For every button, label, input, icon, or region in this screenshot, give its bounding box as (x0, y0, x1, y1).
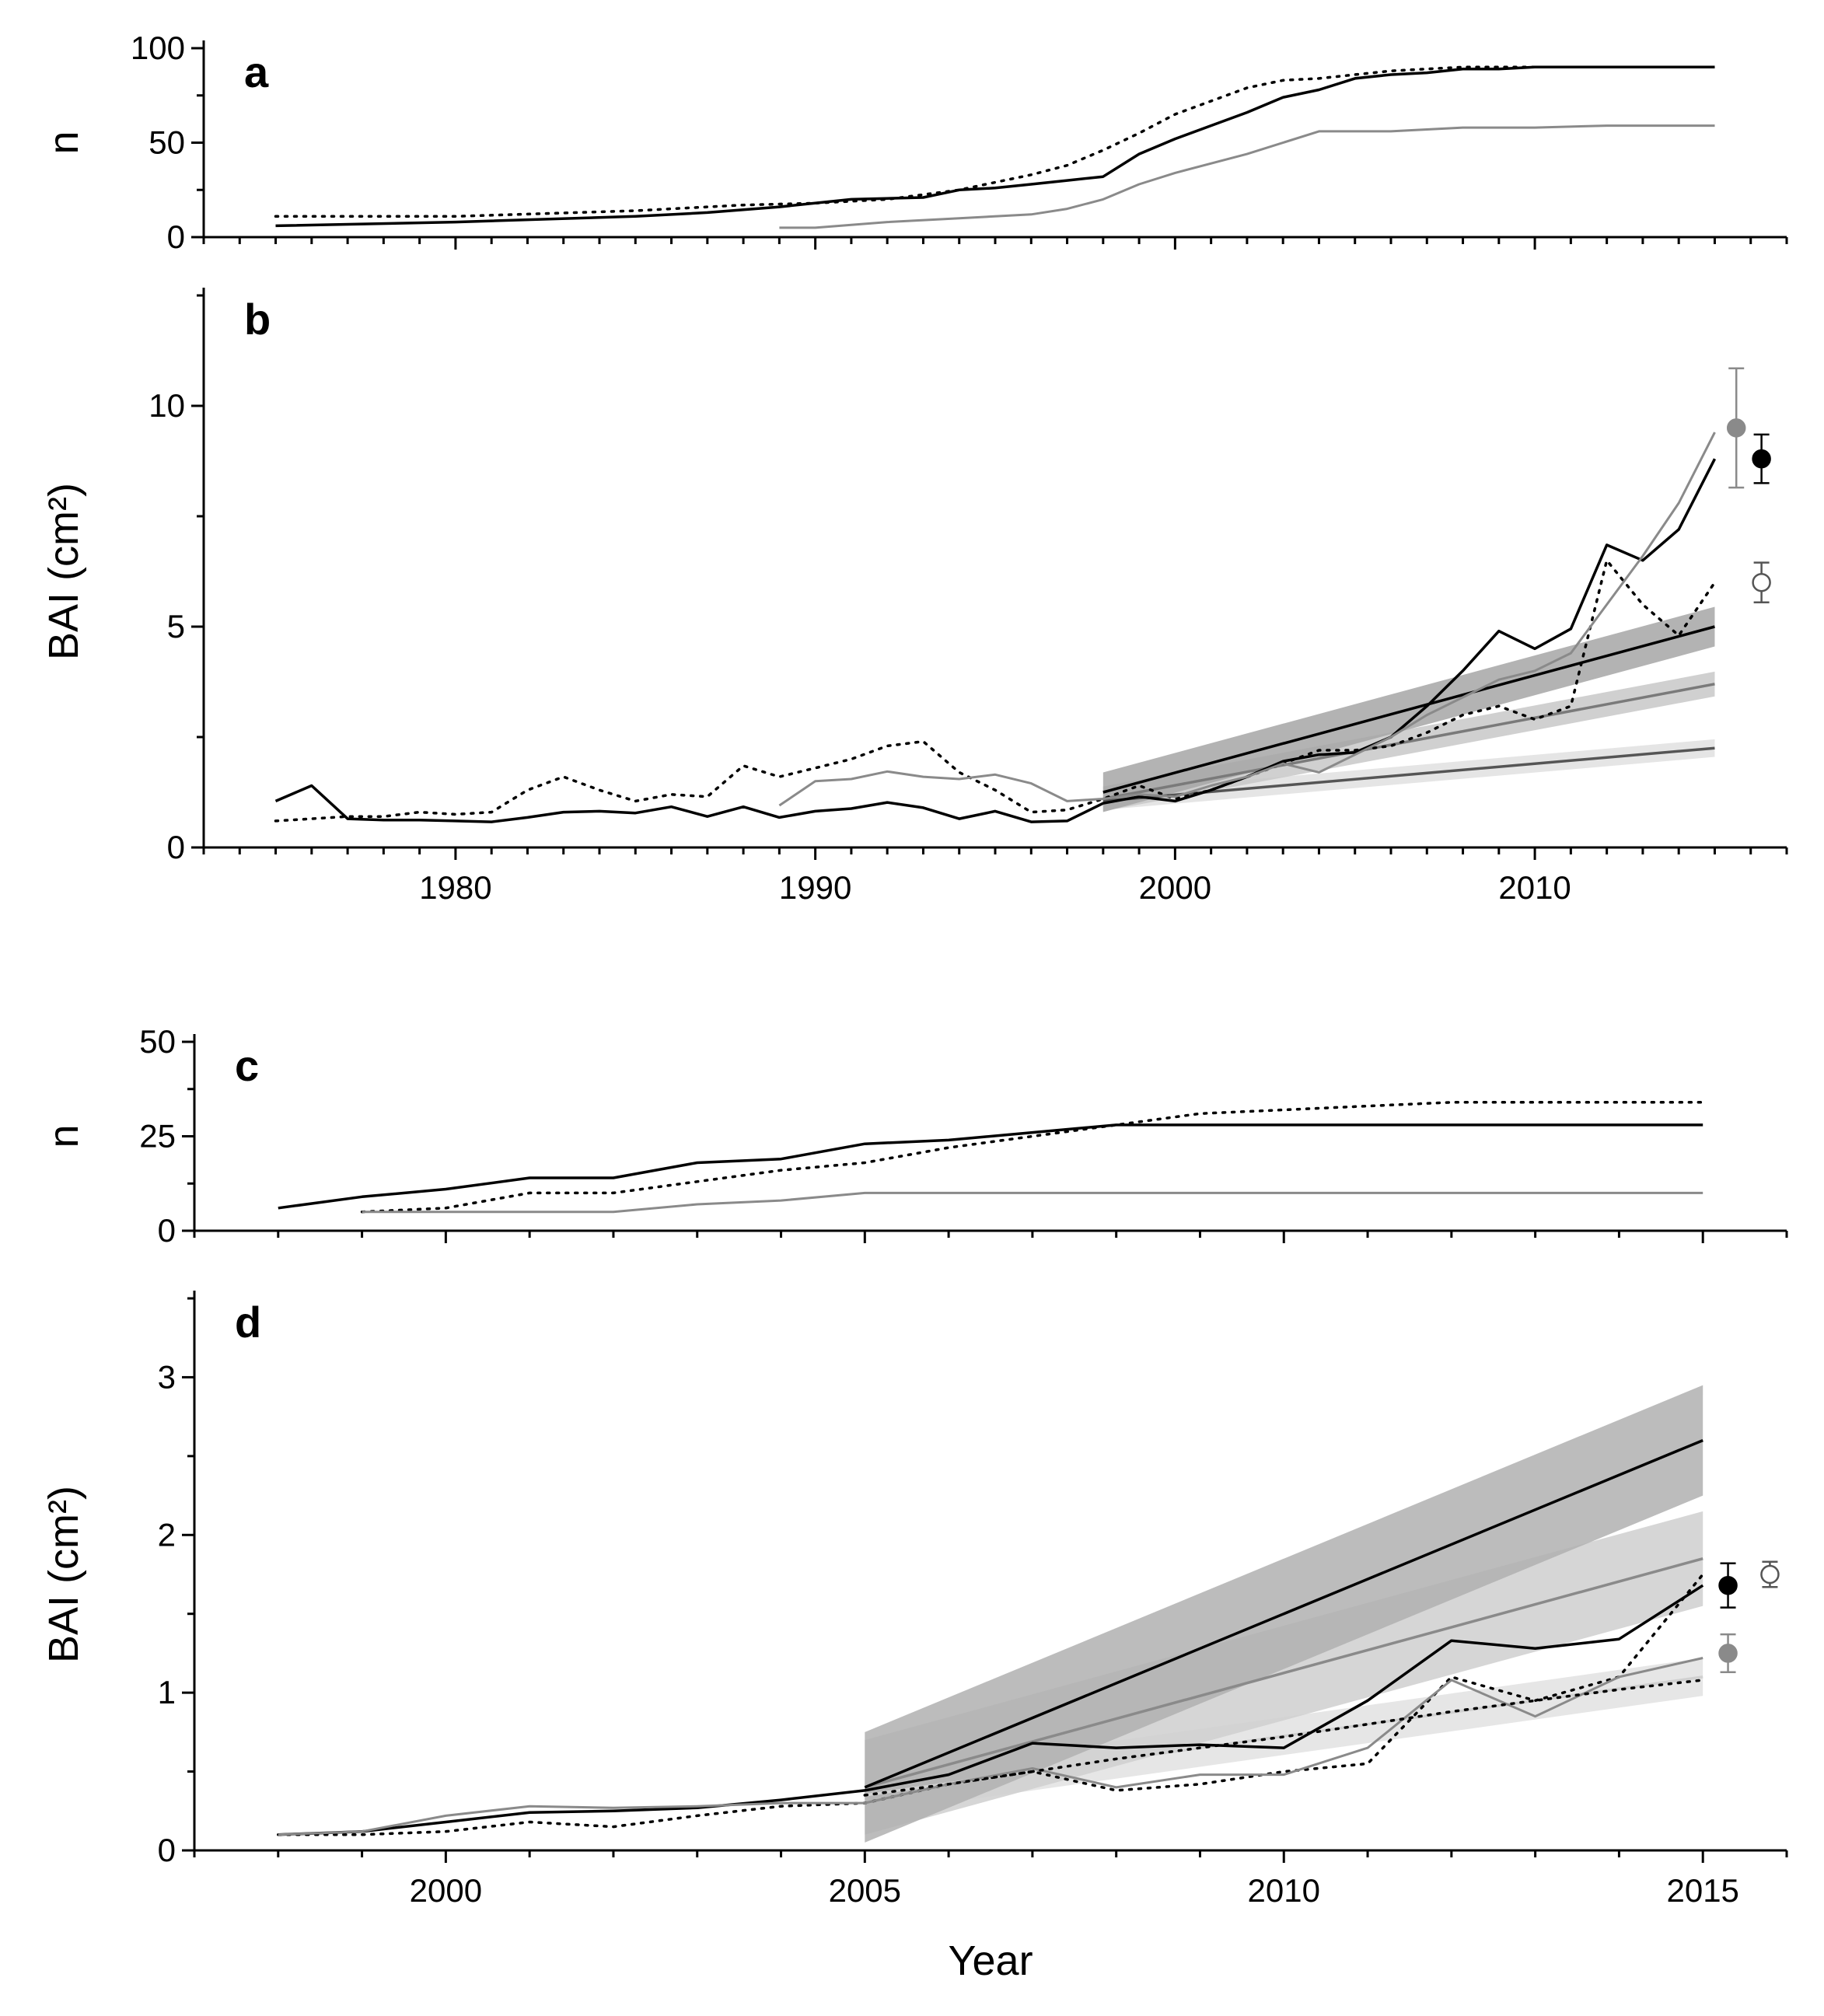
c-y-tick-label: 25 (139, 1118, 176, 1155)
d-x-tick-label: 2000 (410, 1872, 482, 1909)
d-black-trend-line (864, 1438, 1703, 1789)
b-x-tick-label: 1990 (779, 869, 851, 906)
panel-letter-b: b (244, 295, 271, 344)
a-y-tick-label: 100 (131, 30, 185, 66)
b-point-gray-mean (1726, 367, 1746, 489)
b-series-gray (778, 432, 1716, 807)
d-y-tick-label: 1 (158, 1674, 176, 1710)
panel-letter-c: c (235, 1041, 259, 1090)
b-x-tick-label: 2000 (1139, 869, 1211, 906)
x-axis-title: Year (948, 1937, 1033, 1984)
b-black-trend-line (1102, 625, 1715, 794)
d-gray-trend-line (864, 1557, 1703, 1789)
panel-b: 0 5 10 1980 1990 2000 2010 BAI (cm²) b (40, 288, 1788, 906)
d-point-gray-mean (1718, 1633, 1738, 1674)
c-series-gray (362, 1191, 1703, 1214)
b-y-tick-label: 10 (149, 387, 185, 424)
a-y-tick-label: 0 (167, 218, 185, 255)
d-y-axis-title: BAI (cm²) (40, 1486, 87, 1663)
panel-a: 0 50 100 n a (40, 30, 1788, 255)
b-x-tick-label: 2010 (1498, 869, 1571, 906)
b-point-black-mean (1752, 433, 1771, 484)
c-y-axis-title: n (40, 1124, 87, 1148)
a-y-axis-title: n (40, 131, 87, 154)
b-series-dotted (274, 559, 1717, 823)
b-point-open-mean (1752, 561, 1771, 604)
b-x-tick-label: 1980 (419, 869, 491, 906)
b-gray-trend-line (1102, 683, 1715, 801)
panel-letter-a: a (244, 47, 269, 96)
d-series-dotted (277, 1573, 1704, 1836)
b-y-tick-label: 0 (167, 829, 185, 865)
a-y-tick-label: 50 (149, 124, 185, 161)
d-x-tick-label: 2010 (1248, 1872, 1320, 1909)
c-y-tick-label: 0 (158, 1212, 176, 1249)
panel-letter-d: d (235, 1298, 261, 1347)
c-series-dotted (360, 1101, 1704, 1214)
a-series-dotted (274, 65, 1717, 218)
d-x-tick-label: 2015 (1666, 1872, 1738, 1909)
b-y-axis-title: BAI (cm²) (40, 483, 87, 660)
d-y-tick-label: 3 (158, 1358, 176, 1395)
panel-c: 0 25 50 n c (40, 1023, 1788, 1249)
d-y-tick-label: 0 (158, 1832, 176, 1868)
b-y-tick-label: 5 (167, 608, 185, 645)
d-point-open-mean (1760, 1560, 1780, 1588)
b-series-black (274, 458, 1717, 823)
a-series-gray (779, 124, 1715, 229)
d-x-tick-label: 2005 (829, 1872, 901, 1909)
d-y-tick-label: 2 (158, 1516, 176, 1553)
d-series-dotted-b (863, 1679, 1704, 1797)
panel-d: 0 1 2 3 2000 2005 2010 2015 BAI (cm²) d (40, 1291, 1788, 1909)
a-series-black (275, 65, 1715, 228)
d-series-black (278, 1584, 1704, 1836)
c-series-black (278, 1123, 1703, 1210)
c-y-tick-label: 50 (139, 1023, 176, 1060)
d-point-black-mean (1718, 1562, 1738, 1609)
d-series-gray (278, 1657, 1703, 1836)
